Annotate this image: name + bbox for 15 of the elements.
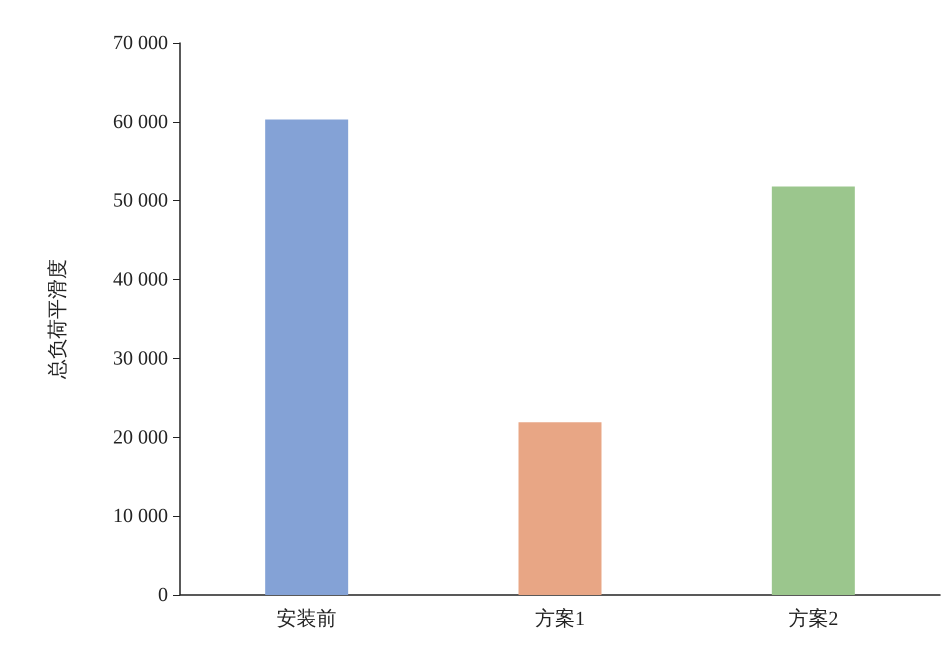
y-tick-label: 60 000 bbox=[113, 110, 168, 133]
x-tick-label: 方案2 bbox=[788, 607, 838, 630]
y-tick-label: 50 000 bbox=[113, 190, 168, 212]
y-tick-label: 20 000 bbox=[113, 426, 168, 448]
bar bbox=[772, 186, 855, 595]
y-tick-label: 10 000 bbox=[113, 505, 168, 528]
x-tick-label: 安装前 bbox=[276, 608, 337, 630]
y-axis-title: 总负荷平滑度 bbox=[47, 259, 69, 380]
bar bbox=[265, 119, 348, 595]
y-tick-label: 30 000 bbox=[113, 347, 168, 370]
x-tick-label: 方案1 bbox=[535, 607, 585, 630]
bar bbox=[518, 422, 602, 595]
y-tick-label: 0 bbox=[158, 584, 168, 606]
y-tick-label: 40 000 bbox=[113, 268, 168, 291]
y-tick-label: 70 000 bbox=[113, 32, 168, 54]
